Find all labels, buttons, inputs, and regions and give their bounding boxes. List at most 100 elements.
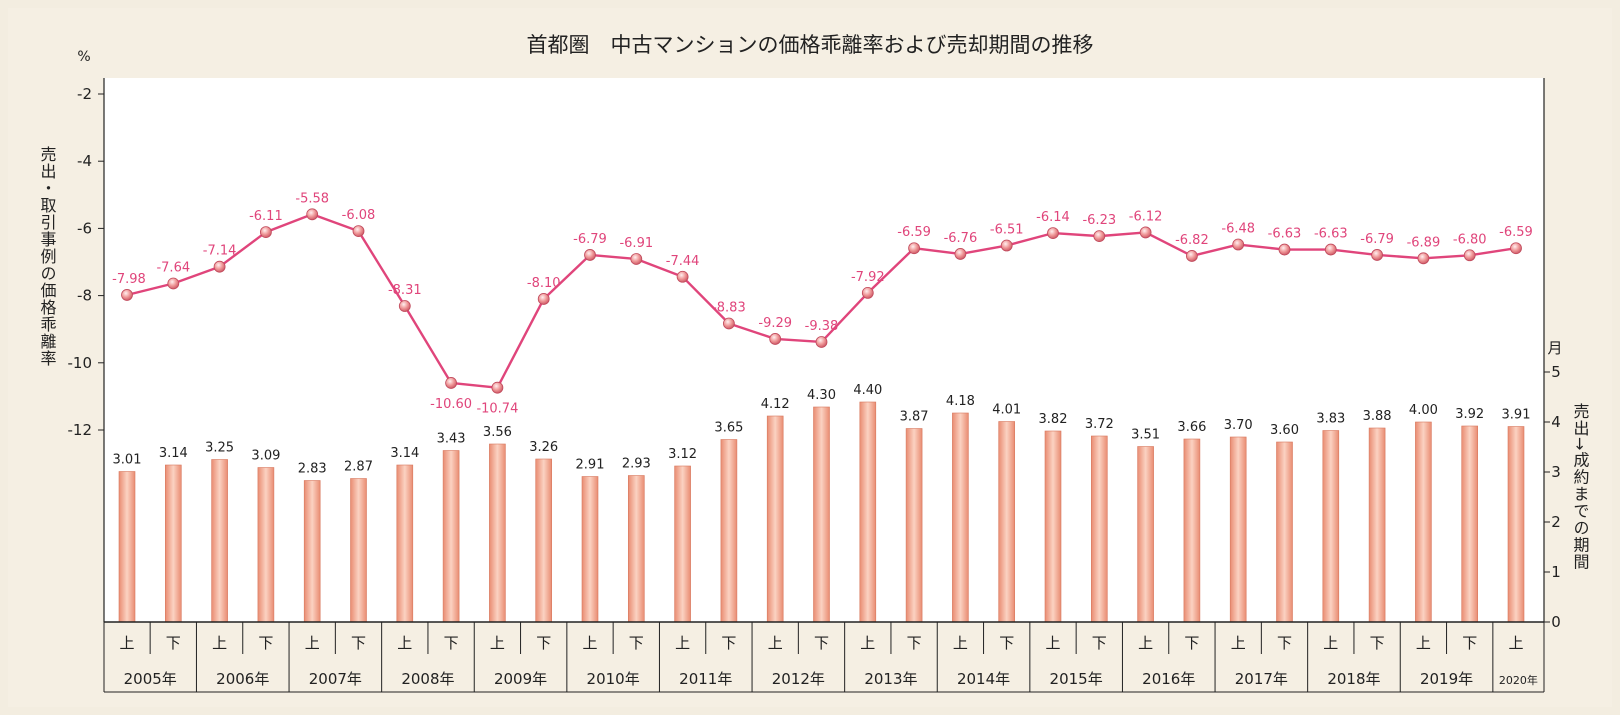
bar-series	[118, 401, 1525, 623]
year-label: 2011年	[679, 670, 732, 688]
line-point	[491, 381, 504, 394]
half-label: 下	[814, 634, 829, 652]
half-label: 上	[582, 634, 597, 652]
line-value-label: -9.38	[805, 319, 839, 334]
right-tick-label: 0	[1551, 613, 1561, 631]
bar	[1415, 421, 1432, 623]
left-tick-label: -6	[77, 219, 92, 237]
line-value-label: -9.29	[758, 316, 792, 331]
line-value-label: -6.76	[944, 231, 978, 246]
bar-value-label: 2.87	[344, 460, 373, 475]
bar-value-label: 3.65	[714, 421, 743, 436]
half-label: 下	[536, 634, 551, 652]
line-value-label: -7.98	[112, 272, 146, 287]
line-point	[1000, 239, 1013, 252]
line-point	[537, 293, 550, 305]
half-label: 下	[166, 634, 181, 652]
year-label: 2019年	[1420, 670, 1473, 688]
bar-value-label: 3.26	[529, 440, 558, 455]
right-tick-label: 1	[1551, 563, 1561, 581]
bar	[1507, 426, 1525, 623]
line-value-label: -6.59	[1499, 225, 1533, 240]
line-value-label: -8.83	[712, 300, 746, 315]
half-label: 下	[1462, 634, 1477, 652]
half-label: 上	[1045, 634, 1060, 652]
bar-value-label: 4.40	[853, 383, 882, 398]
bar	[442, 450, 460, 623]
bar-value-label: 3.83	[1316, 412, 1345, 427]
bar-value-label: 3.82	[1039, 412, 1068, 427]
bar	[350, 478, 367, 623]
line-point	[815, 336, 828, 348]
year-label: 2012年	[772, 670, 825, 688]
line-value-label: -6.91	[619, 236, 653, 251]
bar-value-labels: 3.01 3.14 3.25 3.09 2.83 2.87 3.14 3.43 3.56 3.26…	[113, 383, 1531, 477]
half-label: 上	[1416, 634, 1431, 652]
line-point	[908, 242, 920, 255]
bar	[1322, 430, 1340, 623]
half-label: 下	[1370, 634, 1385, 652]
half-label: 上	[1323, 634, 1338, 652]
line-point	[769, 333, 782, 345]
line-series	[121, 208, 1522, 394]
right-tick-label: 4	[1551, 413, 1561, 431]
bar-value-label: 2.91	[576, 458, 605, 473]
line-value-label: -10.74	[476, 402, 518, 417]
line-point	[352, 225, 365, 237]
bar	[165, 464, 182, 623]
line-value-label: -8.10	[527, 276, 561, 291]
half-label: 下	[351, 634, 366, 652]
bar	[813, 406, 830, 623]
half-label: 上	[675, 634, 690, 652]
line-point	[676, 270, 689, 283]
right-tick-label: 5	[1551, 363, 1561, 381]
bar	[859, 401, 877, 623]
bar-value-label: 3.25	[205, 441, 234, 456]
line-value-label: -7.92	[851, 270, 885, 285]
half-label: 下	[629, 634, 644, 652]
line-value-label: -5.58	[295, 191, 329, 206]
line-value-label: -6.63	[1314, 227, 1348, 242]
line-value-label: -7.14	[203, 244, 237, 259]
bar-value-label: 2.93	[622, 457, 651, 472]
line-value-label: -6.79	[573, 232, 607, 247]
line-value-label: -6.59	[897, 225, 931, 240]
bar	[766, 415, 784, 623]
half-label: 下	[1277, 634, 1292, 652]
bar	[581, 476, 599, 623]
line-value-label: -6.79	[1360, 232, 1394, 247]
line-point	[1232, 238, 1245, 251]
bar-value-label: 3.88	[1363, 409, 1392, 424]
year-label: 2017年	[1235, 670, 1288, 688]
bar	[1461, 425, 1478, 623]
line-value-label: -7.44	[666, 254, 700, 269]
bar-value-label: 3.70	[1224, 418, 1253, 433]
bar-value-label: 3.87	[900, 410, 929, 425]
line-value-labels: -7.98 -7.64 -7.14 -6.11 -5.58 -6.08 -8.31 -10.6…	[112, 191, 1533, 416]
bar-value-label: 4.00	[1409, 403, 1438, 418]
half-label: 上	[397, 634, 412, 652]
half-label: 上	[305, 634, 320, 652]
bar-value-label: 4.18	[946, 394, 975, 409]
bar	[396, 464, 414, 623]
line-point	[213, 260, 226, 273]
line-point	[584, 249, 596, 261]
line-value-label: -6.89	[1407, 235, 1441, 250]
line-value-label: -6.48	[1221, 222, 1255, 237]
line-point	[861, 287, 874, 299]
line-value-label: -6.23	[1082, 213, 1116, 228]
line-point	[1371, 249, 1383, 261]
line-point	[398, 300, 411, 312]
half-label: 上	[1508, 634, 1523, 652]
line-point	[306, 208, 319, 221]
bar	[1044, 430, 1062, 623]
bar	[1368, 427, 1386, 623]
half-label: 上	[119, 634, 134, 652]
half-label: 上	[1138, 634, 1153, 652]
year-label: 2010年	[587, 670, 640, 688]
year-label: 2014年	[957, 670, 1010, 688]
bar	[1229, 436, 1247, 623]
year-label: 2005年	[124, 670, 177, 688]
right-tick-label: 2	[1551, 513, 1561, 531]
bar-value-label: 3.43	[437, 432, 466, 447]
